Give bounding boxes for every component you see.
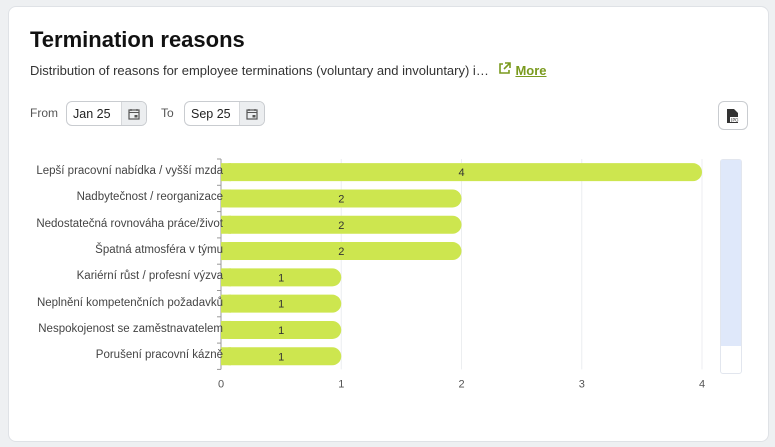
to-label: To (161, 106, 174, 120)
bar-edge (221, 215, 231, 234)
calendar-icon[interactable] (121, 102, 146, 125)
bar-value-label: 2 (338, 193, 344, 205)
x-tick-label: 1 (338, 378, 344, 390)
bar-value-label: 4 (458, 167, 464, 179)
bar (221, 347, 342, 366)
bar (221, 320, 342, 339)
bar-value-label: 1 (278, 299, 284, 311)
y-category-label: Lepší pracovní nabídka / vyšší mzda (36, 165, 223, 178)
bar (221, 242, 462, 261)
bar-chart: 0 1 2 3 4 4 2 2 2 1 1 1 1 (217, 158, 705, 390)
bar (221, 163, 702, 182)
description: Distribution of reasons for employee ter… (30, 62, 547, 78)
more-link[interactable]: More (515, 63, 547, 78)
bar-edge (221, 163, 231, 182)
bar-edge (221, 294, 231, 313)
description-text: Distribution of reasons for employee ter… (30, 63, 489, 78)
from-date-input[interactable]: Jan 25 (66, 101, 147, 126)
scrollbar-thumb[interactable] (721, 160, 741, 346)
export-jpg-button[interactable]: JPG (718, 101, 748, 130)
bar (221, 215, 462, 234)
y-category-label: Nadbytečnost / reorganizace (76, 191, 223, 204)
bar-value-label: 1 (278, 325, 284, 337)
y-category-label: Porušení pracovní kázně (95, 349, 223, 362)
calendar-icon[interactable] (239, 102, 264, 125)
chart-scrollbar[interactable] (720, 159, 742, 374)
bar-edge (221, 189, 231, 208)
bar-edge (221, 242, 231, 261)
x-tick-label: 2 (458, 378, 464, 390)
bar-edge (221, 320, 231, 339)
x-tick-label: 0 (218, 378, 224, 390)
to-date-value: Sep 25 (191, 106, 231, 121)
svg-text:JPG: JPG (730, 117, 739, 123)
from-label: From (30, 106, 58, 120)
jpg-file-icon: JPG (727, 108, 740, 123)
x-tick-label: 3 (579, 378, 585, 390)
page-title: Termination reasons (30, 27, 245, 52)
y-category-label: Kariérní růst / profesní výzva (76, 270, 223, 283)
to-date-input[interactable]: Sep 25 (184, 101, 265, 126)
bar (221, 268, 342, 287)
bar (221, 189, 462, 208)
bar-value-label: 1 (278, 351, 284, 363)
external-link-icon[interactable] (498, 62, 512, 78)
bar-value-label: 2 (338, 220, 344, 232)
bar-value-label: 1 (278, 272, 284, 284)
y-category-label: Nespokojenost se zaměstnavatelem (38, 322, 223, 335)
from-date-value: Jan 25 (73, 106, 111, 121)
bar-edge (221, 347, 231, 366)
y-category-label: Špatná atmosféra v týmu (95, 244, 223, 257)
x-tick-label: 4 (699, 378, 705, 390)
termination-reasons-card: Termination reasons Distribution of reas… (8, 6, 769, 442)
y-category-label: Neplnění kompetenčních požadavků (36, 296, 223, 309)
bar-value-label: 2 (338, 246, 344, 258)
bar-edge (221, 268, 231, 287)
bar (221, 294, 342, 313)
y-category-label: Nedostatečná rovnováha práce/život (36, 217, 223, 230)
